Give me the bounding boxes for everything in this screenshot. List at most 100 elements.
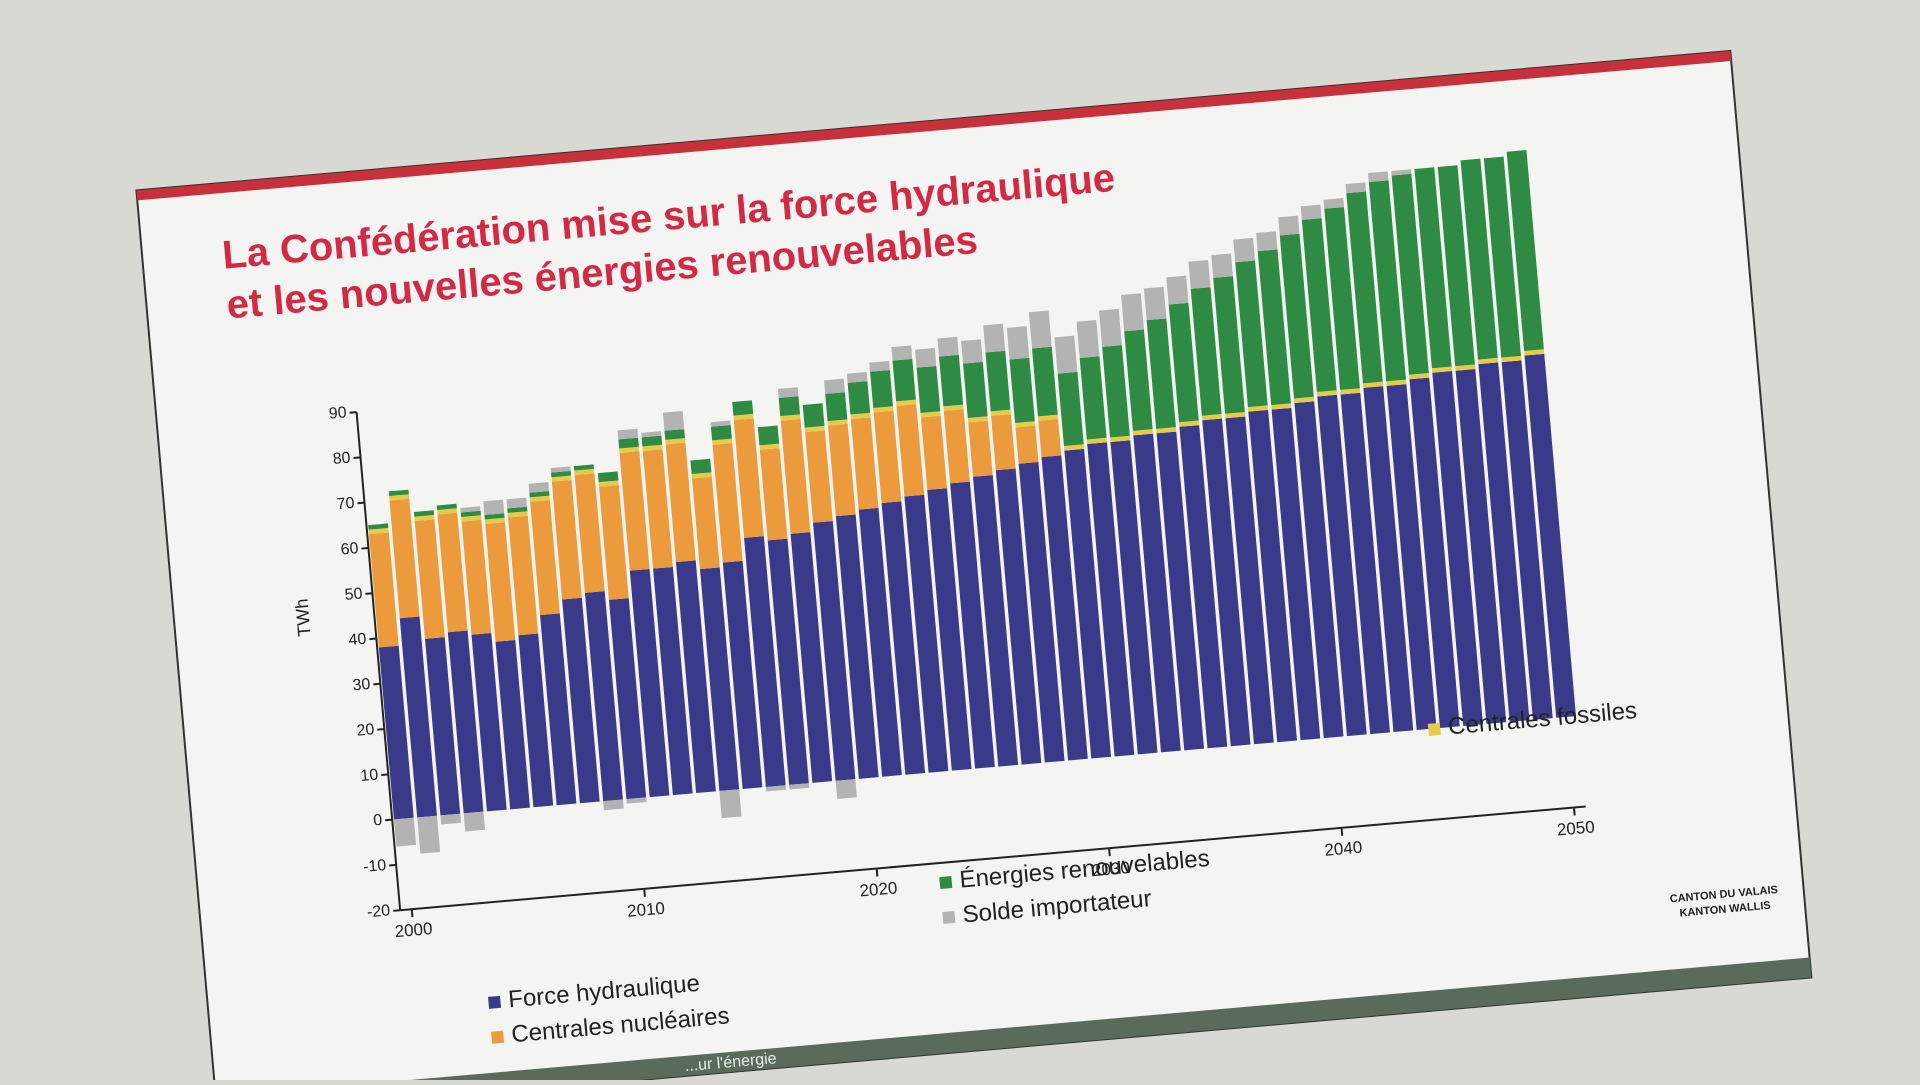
bar-segment bbox=[471, 633, 507, 812]
bar-segment bbox=[825, 392, 848, 422]
bar-segment bbox=[437, 512, 468, 633]
bar-segment bbox=[1110, 435, 1131, 442]
legend-swatch bbox=[491, 1030, 505, 1044]
bar-segment bbox=[508, 515, 539, 636]
bar-segment bbox=[389, 498, 420, 619]
bar-segment bbox=[1455, 364, 1476, 371]
bar-segment bbox=[850, 417, 879, 510]
bar-segment bbox=[744, 536, 786, 787]
bar-segment bbox=[1054, 335, 1078, 374]
y-tick-label: 20 bbox=[356, 721, 375, 740]
bar-segment bbox=[733, 418, 764, 538]
bar-segment bbox=[388, 489, 409, 496]
bar-segment bbox=[846, 372, 868, 383]
y-axis-label: TWh bbox=[291, 598, 314, 638]
legend-swatch bbox=[939, 876, 953, 890]
bar-segment bbox=[598, 480, 619, 487]
bar-segment bbox=[835, 779, 857, 799]
bar-segment bbox=[603, 799, 624, 811]
bar-segment bbox=[927, 488, 972, 771]
bar-segment bbox=[892, 358, 916, 402]
bar-segment bbox=[712, 443, 743, 563]
y-tick bbox=[369, 637, 377, 641]
bar-segment bbox=[619, 451, 650, 571]
bar-segment bbox=[437, 508, 458, 515]
bar-segment bbox=[1121, 293, 1144, 332]
bar-segment bbox=[1133, 433, 1181, 753]
bar-segment bbox=[665, 438, 686, 445]
bar-segment bbox=[802, 403, 825, 428]
bar-segment bbox=[1086, 437, 1107, 445]
bar-segment bbox=[1324, 207, 1360, 390]
y-tick-label: 90 bbox=[328, 404, 347, 423]
x-tick-label: 2010 bbox=[626, 899, 665, 921]
bar-segment bbox=[529, 491, 550, 498]
bar-segment bbox=[1478, 357, 1499, 365]
bar-segment bbox=[1386, 379, 1407, 386]
y-tick bbox=[349, 411, 357, 414]
bar-segment bbox=[1179, 425, 1228, 749]
bar-segment bbox=[562, 597, 600, 804]
bar-segment bbox=[1038, 419, 1062, 458]
bar-segment bbox=[529, 495, 550, 502]
bar-segment bbox=[461, 519, 492, 635]
bar-segment bbox=[368, 523, 389, 530]
bar-segment bbox=[584, 591, 623, 802]
bar-segment bbox=[943, 404, 964, 411]
bar-segment bbox=[1124, 329, 1153, 431]
bar-segment bbox=[732, 400, 754, 416]
bar-segment bbox=[805, 430, 833, 523]
x-axis bbox=[400, 805, 1586, 912]
bar-segment bbox=[920, 411, 941, 418]
y-tick bbox=[353, 456, 361, 459]
bar-segment bbox=[778, 396, 801, 417]
bar-segment bbox=[943, 409, 970, 484]
bar-segment bbox=[1391, 173, 1429, 375]
bar-segment bbox=[963, 361, 988, 418]
bar-segment bbox=[1323, 198, 1345, 209]
bar-segment bbox=[804, 425, 825, 433]
bar-segment bbox=[991, 414, 1016, 471]
bar-segment bbox=[937, 336, 959, 357]
bar-segment bbox=[1079, 356, 1107, 440]
y-axis bbox=[355, 412, 402, 911]
bar-segment bbox=[417, 815, 441, 854]
y-tick-label: -20 bbox=[366, 902, 391, 921]
bottom-band bbox=[215, 957, 1812, 1085]
bar-segment bbox=[1414, 167, 1452, 369]
bar-segment bbox=[1168, 302, 1199, 423]
bar-segment bbox=[629, 568, 670, 798]
y-tick-label: 10 bbox=[360, 766, 379, 785]
bar-segment bbox=[368, 532, 399, 648]
bar-segment bbox=[1431, 366, 1453, 373]
bar-segment bbox=[518, 633, 554, 808]
bar-segment bbox=[692, 476, 720, 570]
bar-segment bbox=[461, 515, 482, 522]
y-tick-label: 70 bbox=[336, 495, 355, 514]
bar-segment bbox=[1015, 421, 1036, 428]
bar-segment bbox=[1294, 396, 1315, 404]
bar-segment bbox=[1057, 371, 1084, 447]
bar-segment bbox=[665, 442, 696, 563]
bar-segment bbox=[378, 645, 414, 820]
bar-segment bbox=[641, 431, 662, 438]
bar-segment bbox=[780, 414, 801, 421]
bar-segment bbox=[1225, 416, 1274, 745]
bar-segment bbox=[597, 471, 619, 483]
y-tick bbox=[357, 501, 365, 505]
bar-segment bbox=[767, 538, 809, 785]
bar-segment bbox=[368, 527, 389, 535]
bar-segment bbox=[1211, 253, 1233, 278]
bar-segment bbox=[550, 470, 572, 478]
bar-segment bbox=[712, 438, 733, 445]
bar-segment bbox=[1294, 401, 1344, 739]
bar-segment bbox=[995, 468, 1042, 765]
y-tick-label: -10 bbox=[362, 857, 387, 876]
bar-segment bbox=[1041, 455, 1088, 761]
bar-segment bbox=[896, 404, 925, 497]
bar-segment bbox=[1110, 440, 1158, 755]
bar-segment bbox=[719, 789, 742, 819]
bar-segment bbox=[617, 428, 639, 440]
bar-segment bbox=[1316, 390, 1338, 397]
bar-segment bbox=[1247, 405, 1269, 412]
